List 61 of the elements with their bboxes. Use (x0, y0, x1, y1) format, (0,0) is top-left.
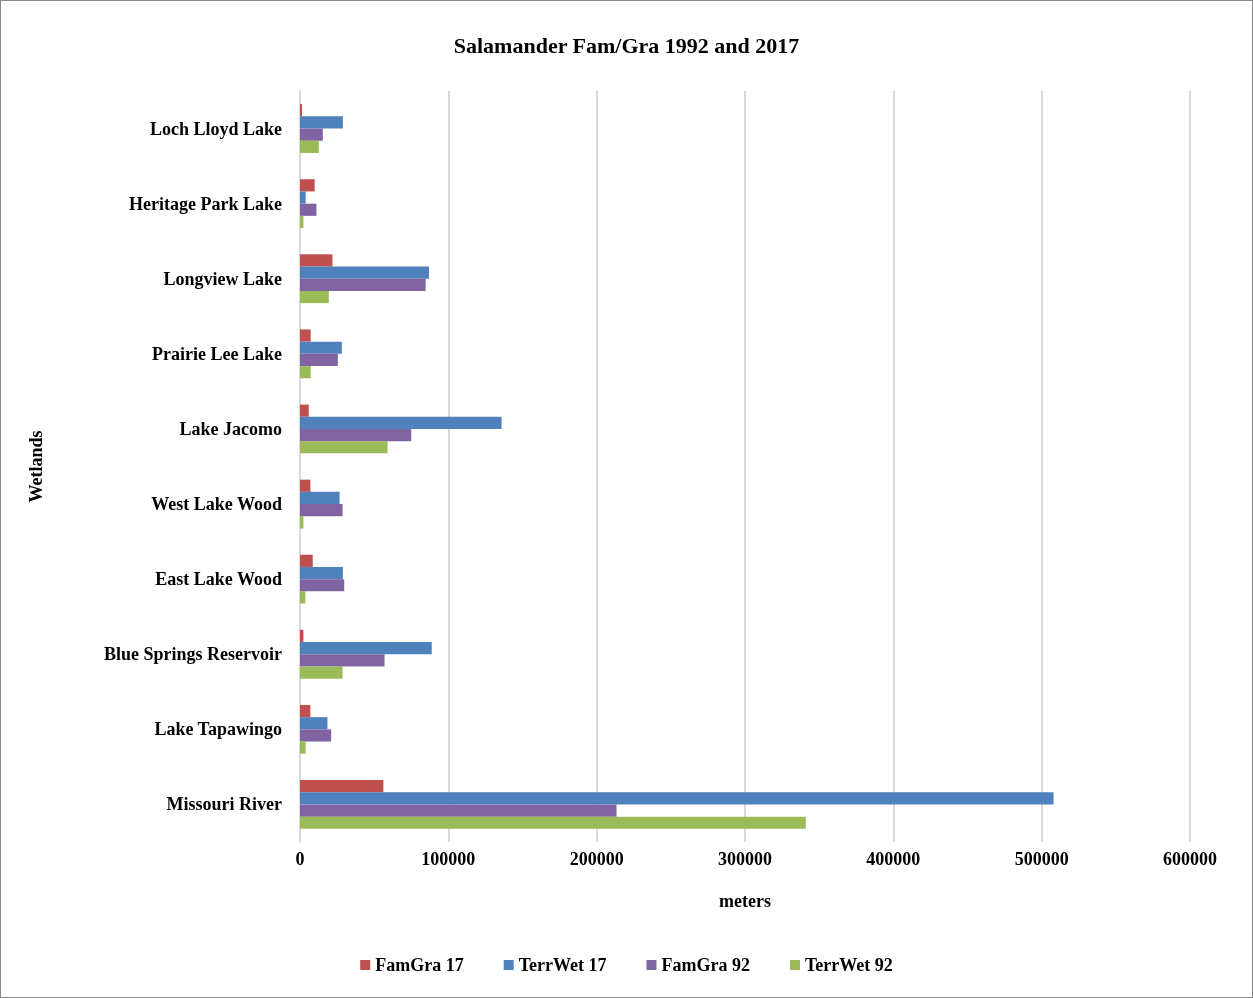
x-tick-label: 400000 (866, 849, 921, 869)
y-tick-label: East Lake Wood (155, 569, 282, 590)
bar (300, 816, 806, 829)
x-tick-label: 600000 (1163, 849, 1217, 869)
bar (300, 179, 315, 192)
bar (300, 140, 319, 153)
legend-label: FamGra 17 (375, 955, 464, 975)
y-tick-label: Longview Lake (163, 268, 283, 289)
bar (300, 366, 311, 379)
bar (300, 128, 323, 141)
y-tick-label: West Lake Wood (151, 494, 282, 515)
bar (300, 266, 430, 279)
y-tick-label: Blue Springs Reservoir (104, 644, 283, 665)
bar (300, 428, 412, 442)
bar (300, 579, 345, 592)
bar (300, 404, 309, 417)
y-tick-label: Lake Jacomo (179, 418, 282, 439)
bar (300, 290, 329, 304)
bar (300, 353, 338, 367)
x-tick-label: 0 (295, 849, 305, 869)
bar (300, 116, 343, 129)
x-tick-label: 100000 (421, 849, 476, 869)
bar (300, 104, 303, 117)
x-tick-label: 200000 (569, 849, 624, 869)
legend-label: TerrWet 17 (518, 955, 607, 975)
bar (300, 704, 311, 718)
bar (300, 554, 313, 567)
y-tick-label: Missouri River (166, 794, 283, 815)
y-tick-label: Prairie Lee Lake (152, 343, 282, 364)
bar (300, 504, 343, 517)
bar (300, 191, 306, 204)
x-tick-label: 300000 (718, 849, 772, 869)
bar (300, 479, 311, 492)
bar (300, 254, 333, 267)
bar (300, 729, 332, 742)
bar (300, 441, 388, 454)
x-tick-label: 500000 (1014, 849, 1069, 869)
x-axis-title: meters (719, 891, 771, 911)
bar (300, 329, 311, 342)
bar (300, 717, 328, 730)
bar (300, 203, 317, 216)
bar (300, 491, 340, 505)
bar (300, 792, 1054, 805)
legend-label: TerrWet 92 (804, 955, 893, 975)
bar (300, 654, 385, 667)
y-axis-title: Wetlands (26, 430, 46, 503)
bar (300, 780, 384, 793)
chart-title: Salamander Fam/Gra 1992 and 2017 (453, 32, 800, 58)
bar (300, 804, 617, 817)
bar (300, 591, 306, 604)
legend-label: FamGra 92 (661, 955, 750, 975)
bar (300, 666, 343, 679)
bar (300, 416, 502, 429)
bar (300, 741, 306, 754)
bar (300, 278, 426, 291)
bar (300, 642, 432, 655)
bar (300, 566, 343, 580)
y-tick-label: Lake Tapawingo (154, 719, 282, 740)
bar (300, 341, 342, 354)
y-tick-label: Loch Lloyd Lake (149, 118, 283, 139)
y-tick-label: Heritage Park Lake (129, 193, 283, 214)
